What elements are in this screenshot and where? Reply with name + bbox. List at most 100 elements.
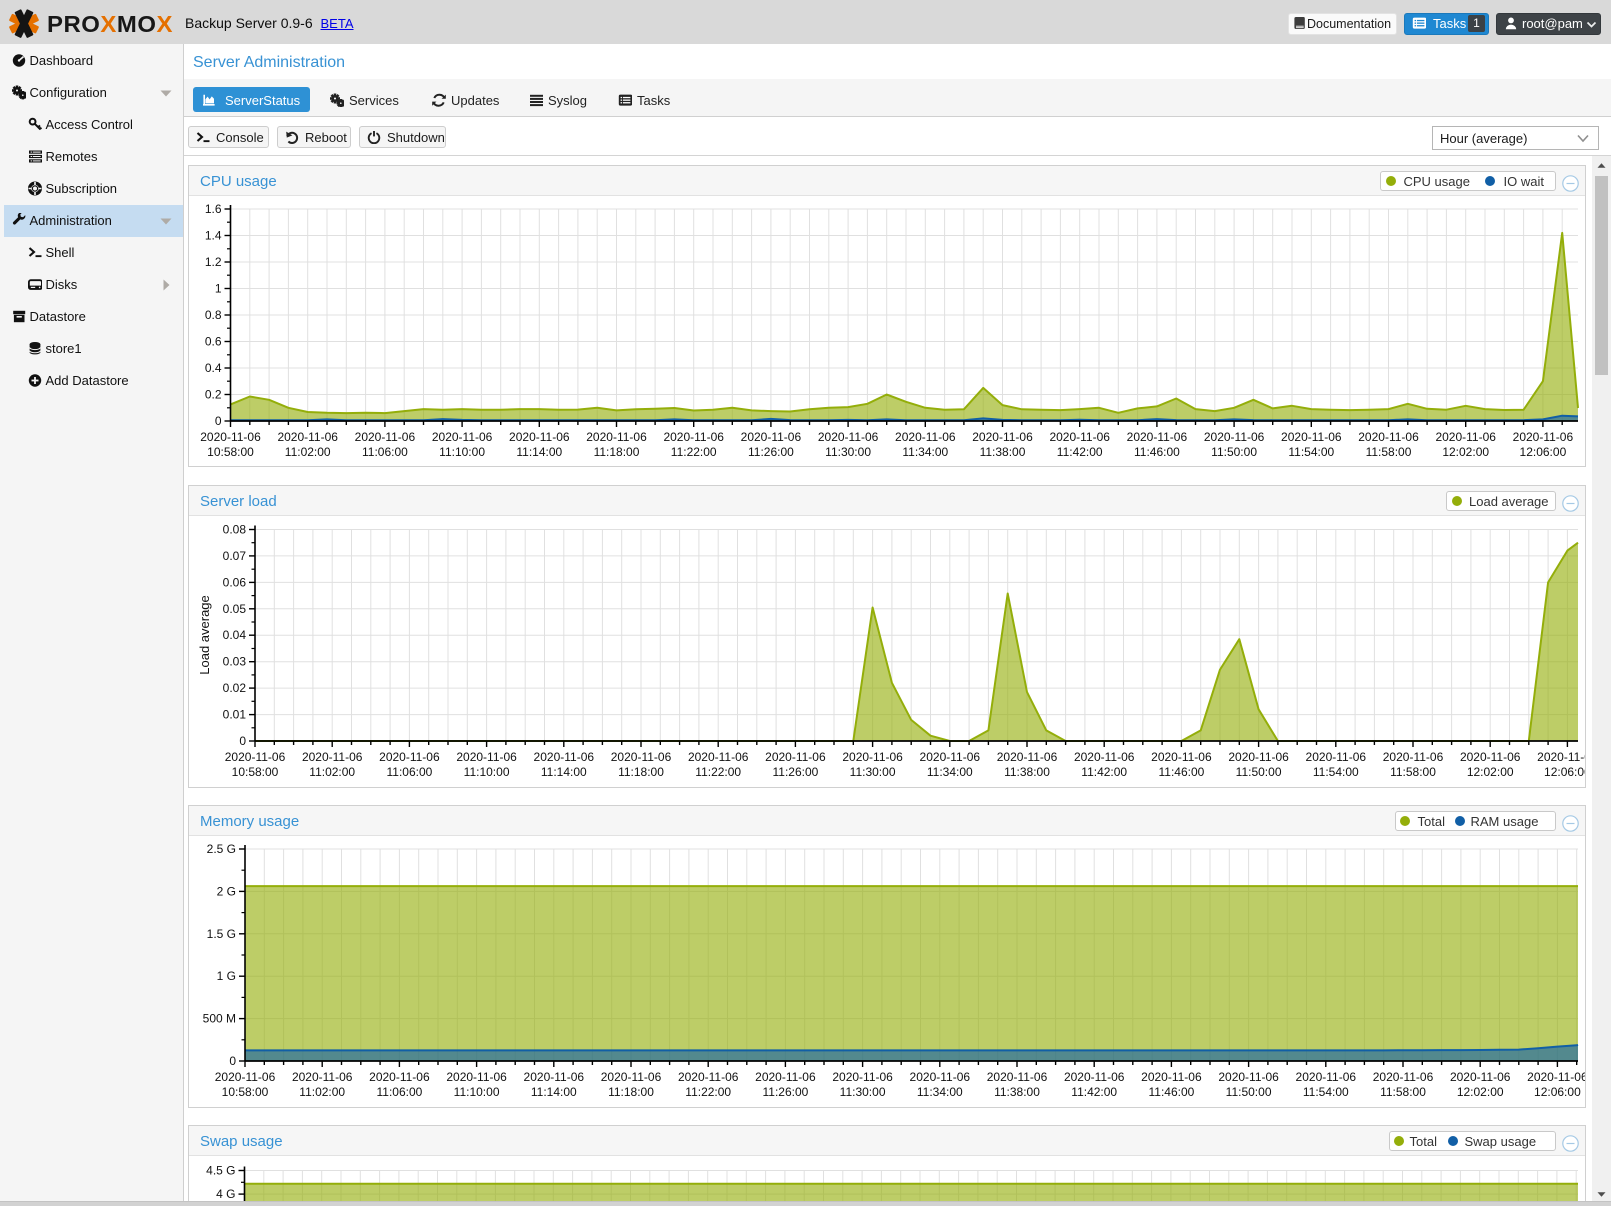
svg-text:12:06:00: 12:06:00 [1520, 445, 1567, 459]
svg-text:2020-11-06: 2020-11-06 [920, 750, 981, 764]
svg-text:0: 0 [239, 734, 246, 748]
svg-text:2020-11-06: 2020-11-06 [611, 750, 672, 764]
svg-text:1.5 G: 1.5 G [207, 927, 236, 941]
svg-text:2020-11-06: 2020-11-06 [987, 1070, 1048, 1084]
svg-text:1.2: 1.2 [205, 255, 222, 269]
svg-text:2020-11-06: 2020-11-06 [1513, 430, 1574, 444]
svg-text:11:38:00: 11:38:00 [1004, 765, 1050, 779]
svg-text:11:02:00: 11:02:00 [285, 445, 331, 459]
svg-text:0.08: 0.08 [223, 523, 247, 537]
svg-text:12:06:00: 12:06:00 [1534, 1085, 1581, 1099]
svg-text:11:42:00: 11:42:00 [1071, 1085, 1117, 1099]
svg-text:11:30:00: 11:30:00 [825, 445, 871, 459]
svg-text:0: 0 [229, 1054, 236, 1068]
svg-text:2020-11-06: 2020-11-06 [509, 430, 570, 444]
svg-text:10:58:00: 10:58:00 [207, 445, 254, 459]
svg-text:4.5 G: 4.5 G [206, 1164, 235, 1178]
svg-text:12:02:00: 12:02:00 [1457, 1085, 1504, 1099]
svg-text:2020-11-06: 2020-11-06 [1537, 750, 1585, 764]
svg-text:2020-11-06: 2020-11-06 [215, 1070, 276, 1084]
svg-text:11:06:00: 11:06:00 [386, 765, 432, 779]
svg-text:11:38:00: 11:38:00 [980, 445, 1026, 459]
svg-text:2020-11-06: 2020-11-06 [446, 1070, 507, 1084]
svg-text:2020-11-06: 2020-11-06 [200, 430, 261, 444]
svg-text:11:26:00: 11:26:00 [762, 1085, 808, 1099]
svg-text:11:18:00: 11:18:00 [594, 445, 640, 459]
svg-text:11:22:00: 11:22:00 [671, 445, 717, 459]
svg-text:11:06:00: 11:06:00 [362, 445, 408, 459]
svg-text:2020-11-06: 2020-11-06 [302, 750, 363, 764]
svg-text:2020-11-06: 2020-11-06 [1151, 750, 1212, 764]
svg-text:0.8: 0.8 [205, 308, 222, 322]
svg-text:0.4: 0.4 [205, 361, 222, 375]
svg-text:2020-11-06: 2020-11-06 [1306, 750, 1367, 764]
svg-text:2020-11-06: 2020-11-06 [1127, 430, 1188, 444]
svg-text:2020-11-06: 2020-11-06 [1450, 1070, 1511, 1084]
svg-text:10:58:00: 10:58:00 [222, 1085, 269, 1099]
svg-text:2020-11-06: 2020-11-06 [586, 430, 647, 444]
svg-text:1: 1 [215, 282, 222, 296]
svg-text:11:30:00: 11:30:00 [850, 765, 896, 779]
svg-text:2020-11-06: 2020-11-06 [1358, 430, 1419, 444]
svg-text:11:50:00: 11:50:00 [1236, 765, 1282, 779]
svg-text:11:54:00: 11:54:00 [1313, 765, 1359, 779]
svg-text:2020-11-06: 2020-11-06 [755, 1070, 816, 1084]
svg-text:11:10:00: 11:10:00 [439, 445, 485, 459]
svg-text:2020-11-06: 2020-11-06 [379, 750, 440, 764]
svg-text:11:34:00: 11:34:00 [902, 445, 948, 459]
svg-text:1 G: 1 G [217, 969, 236, 983]
svg-text:0.02: 0.02 [223, 681, 247, 695]
svg-text:Load average: Load average [197, 595, 212, 675]
svg-text:2020-11-06: 2020-11-06 [1296, 1070, 1357, 1084]
svg-text:11:22:00: 11:22:00 [695, 765, 741, 779]
svg-text:0.6: 0.6 [205, 335, 222, 349]
svg-text:0: 0 [215, 414, 222, 428]
svg-text:11:58:00: 11:58:00 [1390, 765, 1436, 779]
svg-text:2020-11-06: 2020-11-06 [818, 430, 879, 444]
svg-text:12:06:00: 12:06:00 [1544, 765, 1585, 779]
svg-text:2020-11-06: 2020-11-06 [741, 430, 802, 444]
svg-text:2020-11-06: 2020-11-06 [432, 430, 493, 444]
svg-text:2020-11-06: 2020-11-06 [524, 1070, 585, 1084]
svg-text:1.4: 1.4 [205, 229, 222, 243]
svg-text:11:26:00: 11:26:00 [772, 765, 818, 779]
svg-text:2020-11-06: 2020-11-06 [972, 430, 1033, 444]
svg-text:2020-11-06: 2020-11-06 [1281, 430, 1342, 444]
svg-text:0.2: 0.2 [205, 388, 222, 402]
svg-text:2020-11-06: 2020-11-06 [1383, 750, 1444, 764]
svg-text:11:58:00: 11:58:00 [1380, 1085, 1426, 1099]
svg-text:11:46:00: 11:46:00 [1134, 445, 1180, 459]
svg-text:2020-11-06: 2020-11-06 [663, 430, 724, 444]
svg-text:2020-11-06: 2020-11-06 [1218, 1070, 1279, 1084]
svg-text:11:18:00: 11:18:00 [608, 1085, 654, 1099]
svg-text:11:46:00: 11:46:00 [1148, 1085, 1194, 1099]
svg-text:4 G: 4 G [216, 1187, 235, 1201]
svg-text:11:46:00: 11:46:00 [1158, 765, 1204, 779]
svg-text:11:02:00: 11:02:00 [309, 765, 355, 779]
svg-text:500 M: 500 M [203, 1012, 236, 1026]
svg-text:11:30:00: 11:30:00 [840, 1085, 886, 1099]
svg-text:0.05: 0.05 [223, 602, 247, 616]
svg-text:2020-11-06: 2020-11-06 [997, 750, 1058, 764]
svg-text:12:02:00: 12:02:00 [1467, 765, 1514, 779]
svg-text:2020-11-06: 2020-11-06 [1527, 1070, 1585, 1084]
svg-text:11:50:00: 11:50:00 [1226, 1085, 1272, 1099]
svg-text:11:34:00: 11:34:00 [917, 1085, 963, 1099]
svg-text:11:02:00: 11:02:00 [299, 1085, 345, 1099]
svg-text:11:26:00: 11:26:00 [748, 445, 794, 459]
svg-text:11:18:00: 11:18:00 [618, 765, 664, 779]
svg-text:11:14:00: 11:14:00 [541, 765, 587, 779]
svg-text:2020-11-06: 2020-11-06 [355, 430, 416, 444]
svg-text:2020-11-06: 2020-11-06 [1435, 430, 1496, 444]
svg-text:2020-11-06: 2020-11-06 [1228, 750, 1289, 764]
svg-text:2020-11-06: 2020-11-06 [1204, 430, 1265, 444]
svg-text:2020-11-06: 2020-11-06 [1373, 1070, 1434, 1084]
svg-text:2020-11-06: 2020-11-06 [842, 750, 903, 764]
svg-text:2020-11-06: 2020-11-06 [1049, 430, 1110, 444]
svg-text:11:14:00: 11:14:00 [516, 445, 562, 459]
svg-text:11:50:00: 11:50:00 [1211, 445, 1257, 459]
svg-text:2020-11-06: 2020-11-06 [277, 430, 338, 444]
svg-text:2020-11-06: 2020-11-06 [678, 1070, 739, 1084]
svg-text:0.01: 0.01 [223, 708, 247, 722]
svg-text:0.03: 0.03 [223, 655, 247, 669]
